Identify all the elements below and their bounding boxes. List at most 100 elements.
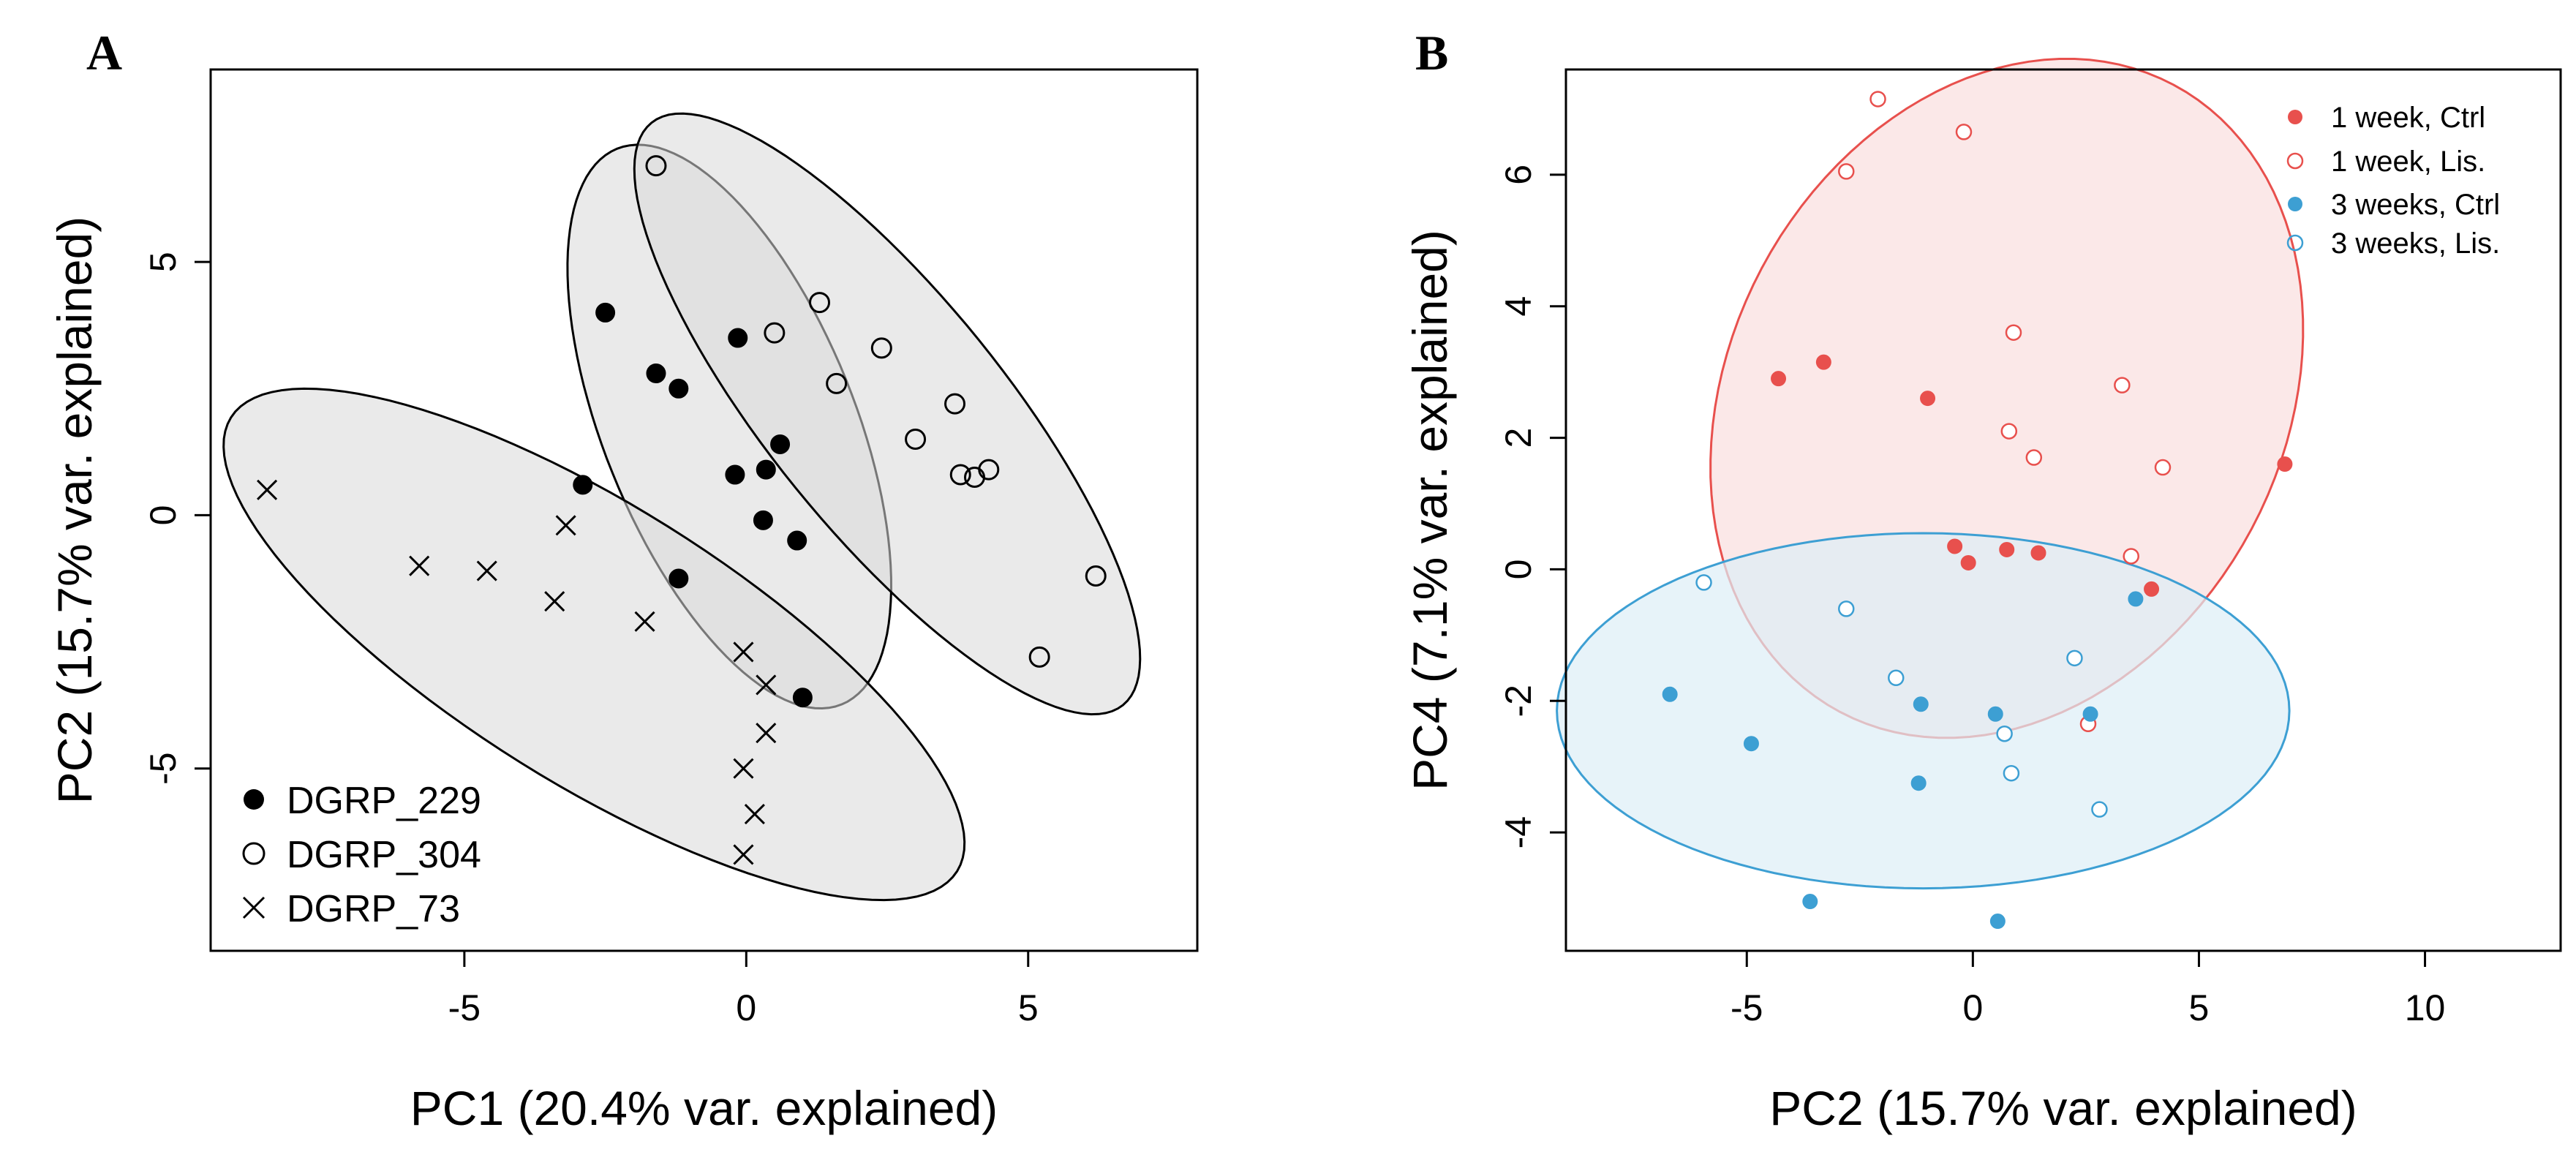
panel-b-x-axis-title: PC2 (15.7% var. explained) [1769,1081,2357,1135]
panel-b-ellipses [1556,58,2305,890]
y-tick-label: 0 [143,505,184,526]
point-1-week-lis [1838,163,1855,180]
point-dgrp-229 [728,328,748,348]
y-tick-label: 0 [1498,560,1539,580]
x-tick-label: 5 [1018,987,1039,1028]
point-3-weeks-lis [1695,574,1712,591]
legend-marker-filled-circle [244,789,264,810]
point-1-week-ctrl [2144,581,2160,597]
panel-a-x-axis-title: PC1 (20.4% var. explained) [410,1081,998,1135]
point-3-weeks-ctrl [1987,706,2003,722]
panel-a-y-axis-title: PC2 (15.7% var. explained) [48,216,102,804]
panel-a-x-ticks: -5 0 5 [448,951,1039,1028]
point-1-week-ctrl [1947,538,1963,554]
point-dgrp-73 [257,479,278,500]
panel-b-points [1662,91,2293,930]
point-dgrp-229 [669,378,689,399]
point-dgrp-73 [476,560,497,581]
legend-item-3-weeks-lis: 3 weeks, Lis. [2286,227,2500,260]
point-1-week-ctrl [2277,456,2293,472]
legend-item-1-week-ctrl: 1 week, Ctrl [2288,102,2485,134]
point-dgrp-73 [733,844,754,865]
point-dgrp-229 [573,475,593,495]
point-3-weeks-ctrl [1802,894,1818,910]
point-1-week-ctrl [1815,354,1831,370]
legend-label-1-week-lis: 1 week, Lis. [2331,146,2485,178]
point-3-weeks-lis [2091,801,2108,818]
point-3-weeks-lis [1996,725,2013,742]
point-1-week-lis [2005,324,2022,341]
point-dgrp-229 [756,459,776,480]
legend-label-3-weeks-lis: 3 weeks, Lis. [2331,227,2500,260]
legend-marker-red-filled [2288,110,2302,124]
legend-label-3-weeks-ctrl: 3 weeks, Ctrl [2331,189,2500,221]
legend-marker-blue-open [2286,234,2304,252]
point-1-week-lis [1955,124,1973,140]
legend-item-3-weeks-ctrl: 3 weeks, Ctrl [2288,189,2500,221]
legend-item-dgrp-229: DGRP_229 [244,780,481,822]
x-tick-label: -5 [448,987,481,1028]
point-1-week-lis [2154,459,2172,476]
y-tick-label: 2 [1498,428,1539,448]
point-1-week-ctrl [1771,371,1787,387]
legend-label-dgrp-304: DGRP_304 [287,834,481,876]
legend-item-1-week-lis: 1 week, Lis. [2286,146,2485,178]
legend-label-dgrp-73: DGRP_73 [287,888,460,930]
legend-label-dgrp-229: DGRP_229 [287,780,481,822]
point-3-weeks-ctrl [1743,736,1759,752]
y-tick-label: -2 [1498,685,1539,717]
panel-a-plot: -5 0 5 -5 0 5 PC1 (20.4% var. explained) PC2… [48,68,1199,1135]
point-3-weeks-lis [1838,600,1855,617]
point-dgrp-304 [764,322,786,344]
point-dgrp-73 [756,723,777,744]
point-1-week-lis [2123,548,2139,565]
ellipse-dgrp-304 [633,112,1142,716]
panel-a-legend: DGRP_229 DGRP_304 DGRP_73 [242,780,481,930]
point-dgrp-229 [646,364,666,384]
point-3-weeks-ctrl [1910,775,1927,791]
panel-a-y-ticks: -5 0 5 [143,252,211,785]
point-dgrp-73 [555,515,576,536]
point-dgrp-73 [756,674,777,696]
panel-label-b: B [1415,25,1448,80]
point-dgrp-304 [870,337,892,359]
legend-marker-blue-filled [2288,197,2302,211]
point-dgrp-73 [544,591,565,612]
point-3-weeks-ctrl [1662,686,1678,702]
x-tick-label: 10 [2405,987,2446,1028]
point-dgrp-304 [949,464,971,486]
point-3-weeks-lis [2003,764,2020,782]
x-tick-label: 0 [1962,987,1983,1028]
ellipse-dgrp-73 [222,387,966,902]
panel-a-points [257,155,1107,865]
point-dgrp-229 [787,530,807,551]
x-tick-label: -5 [1730,987,1763,1028]
y-tick-label: -5 [143,752,184,784]
legend-label-1-week-ctrl: 1 week, Ctrl [2331,102,2485,134]
point-dgrp-229 [753,510,773,530]
point-3-weeks-ctrl [2128,591,2144,607]
point-3-weeks-ctrl [1913,696,1929,712]
panel-b-y-ticks: -4 -2 0 2 4 6 [1498,165,1566,848]
y-tick-label: 4 [1498,296,1539,317]
point-3-weeks-ctrl [1989,914,2006,930]
point-3-weeks-ctrl [2082,706,2098,722]
point-1-week-lis [2025,449,2043,466]
point-dgrp-229 [725,464,745,485]
point-3-weeks-lis [1888,669,1905,687]
panel-b-plot: -5 0 5 10 -4 -2 0 2 4 6 PC2 (15.7% var. explaine… [1403,58,2562,1135]
panel-a-frame [209,68,1199,952]
panel-b-x-ticks: -5 0 5 10 [1730,951,2445,1028]
point-dgrp-304 [944,393,966,415]
point-dgrp-73 [634,611,655,632]
point-dgrp-304 [978,459,1000,481]
panel-b-y-axis-title: PC4 (7.1% var. explained) [1403,230,1457,791]
panel-b-frame [1564,68,2562,952]
point-1-week-lis [2000,423,2018,440]
panel-a-ellipses [222,112,1142,902]
point-dgrp-304 [809,292,831,314]
point-1-week-ctrl [1920,391,1936,407]
point-dgrp-73 [744,803,765,825]
x-tick-label: 5 [2189,987,2210,1028]
point-dgrp-73 [409,555,430,576]
